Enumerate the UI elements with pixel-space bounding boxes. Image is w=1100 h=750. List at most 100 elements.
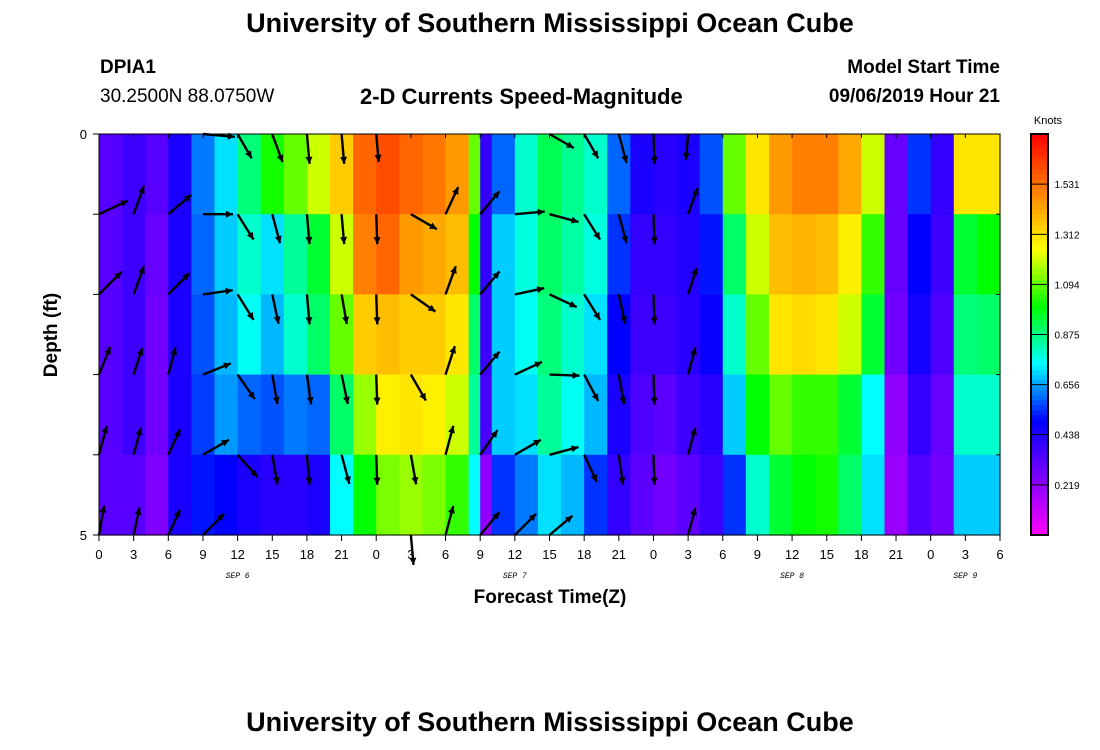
- colorbar-swatch: [1031, 354, 1048, 361]
- current-arrow: [236, 133, 253, 159]
- heatmap-cell: [376, 374, 400, 456]
- heatmap-cell: [561, 134, 585, 215]
- current-arrow-head: [570, 445, 579, 453]
- heatmap-cell: [399, 454, 424, 536]
- heatmap-cell: [122, 374, 146, 456]
- heatmap-cell: [768, 214, 793, 295]
- current-arrow-head: [492, 351, 500, 360]
- heatmap-cell: [699, 134, 724, 215]
- current-arrow-head: [452, 187, 459, 195]
- heatmap-cell: [768, 454, 793, 536]
- current-arrow: [236, 453, 259, 478]
- heatmap-cell: [99, 454, 123, 536]
- current-arrow-head: [305, 156, 313, 164]
- heatmap-cell: [283, 294, 308, 376]
- x-tick-label: 6: [719, 547, 726, 562]
- colorbar-tick-label: 0.438: [1054, 431, 1079, 442]
- heatmap-cell: [422, 294, 447, 376]
- current-arrow: [444, 505, 455, 536]
- heatmap-cell: [561, 374, 585, 456]
- heatmap-cell: [353, 374, 377, 456]
- model-start-label: Model Start Time: [847, 57, 1000, 78]
- current-arrow: [548, 132, 575, 150]
- colorbar-swatch: [1031, 284, 1048, 290]
- current-arrow: [409, 374, 427, 402]
- heatmap-cell: [907, 374, 932, 456]
- x-tick-label: 0: [927, 547, 934, 562]
- heatmap-cell: [514, 134, 539, 215]
- current-arrow-head: [373, 237, 381, 245]
- heatmap-cell: [838, 214, 862, 295]
- x-tick-label: 12: [508, 547, 522, 562]
- heatmap-cell: [953, 454, 978, 536]
- colorbar-swatch: [1031, 359, 1048, 366]
- x-tick-label: 12: [785, 547, 799, 562]
- current-arrow: [444, 186, 460, 215]
- colorbar-swatch: [1031, 184, 1048, 190]
- colorbar-swatch: [1031, 269, 1048, 275]
- current-arrow-head: [650, 237, 658, 245]
- colorbar-swatch: [1031, 234, 1048, 240]
- current-arrow: [132, 507, 142, 536]
- heatmap-cell: [306, 374, 331, 456]
- colorbar-swatch: [1031, 504, 1048, 511]
- colorbar-swatch: [1031, 319, 1048, 326]
- colorbar-swatch: [1031, 224, 1048, 230]
- heatmap-cell: [607, 134, 631, 215]
- heatmap-cell: [260, 374, 285, 456]
- current-arrow-head: [273, 316, 281, 324]
- heatmap-cell: [630, 134, 655, 215]
- current-arrow-head: [490, 430, 498, 438]
- colorbar-swatch: [1031, 134, 1048, 140]
- y-axis: 05: [80, 127, 1000, 543]
- heatmap-cell: [283, 454, 308, 536]
- current-arrow: [271, 454, 280, 485]
- colorbar-swatch: [1031, 364, 1048, 371]
- current-arrow-head: [419, 392, 426, 401]
- colorbar-swatch: [1031, 379, 1048, 386]
- heatmap-cell: [722, 294, 747, 376]
- current-arrow: [410, 213, 438, 231]
- heatmap-cell: [630, 294, 655, 376]
- current-arrow: [617, 454, 626, 485]
- heatmap-cell: [953, 294, 978, 376]
- date-label: SEP 6: [226, 572, 250, 581]
- heatmap-cell: [468, 294, 481, 376]
- colorbar-swatch: [1031, 434, 1048, 441]
- current-arrow-head: [306, 396, 314, 405]
- current-arrow: [583, 293, 602, 321]
- heatmap-cell: [122, 294, 146, 376]
- colorbar-tick-label: 1.312: [1054, 230, 1079, 241]
- current-arrow-head: [305, 317, 313, 325]
- x-tick-label: 21: [334, 547, 348, 562]
- current-arrow: [650, 454, 658, 485]
- x-tick-label: 15: [265, 547, 279, 562]
- heatmap-cell: [491, 294, 516, 376]
- heatmap-cell: [861, 294, 886, 376]
- current-arrow-head: [690, 507, 697, 516]
- current-arrow-head: [170, 347, 178, 356]
- colorbar-swatch: [1031, 209, 1048, 215]
- heatmap-cell: [607, 374, 631, 456]
- current-arrow-head: [342, 316, 350, 324]
- current-arrow-head: [138, 266, 145, 274]
- current-arrow-head: [225, 287, 233, 295]
- heatmap-cell: [283, 134, 308, 215]
- x-tick-label: 15: [542, 547, 556, 562]
- colorbar-swatch: [1031, 329, 1048, 336]
- heatmap-cell: [607, 294, 631, 376]
- current-arrow-head: [590, 474, 598, 482]
- current-arrow-head: [690, 347, 697, 356]
- x-tick-label: 9: [199, 547, 206, 562]
- colorbar-swatch: [1031, 174, 1048, 180]
- current-arrow-head: [409, 557, 417, 565]
- heatmap-cell: [907, 134, 932, 215]
- current-arrow-head: [174, 429, 181, 438]
- colorbar-swatch: [1031, 139, 1048, 145]
- current-arrow-head: [620, 316, 628, 324]
- heatmap-cell: [145, 294, 169, 376]
- heatmap-cell: [953, 374, 978, 456]
- current-arrow-head: [136, 347, 144, 356]
- heatmap-cell: [884, 374, 909, 456]
- heatmap-cell: [168, 454, 193, 536]
